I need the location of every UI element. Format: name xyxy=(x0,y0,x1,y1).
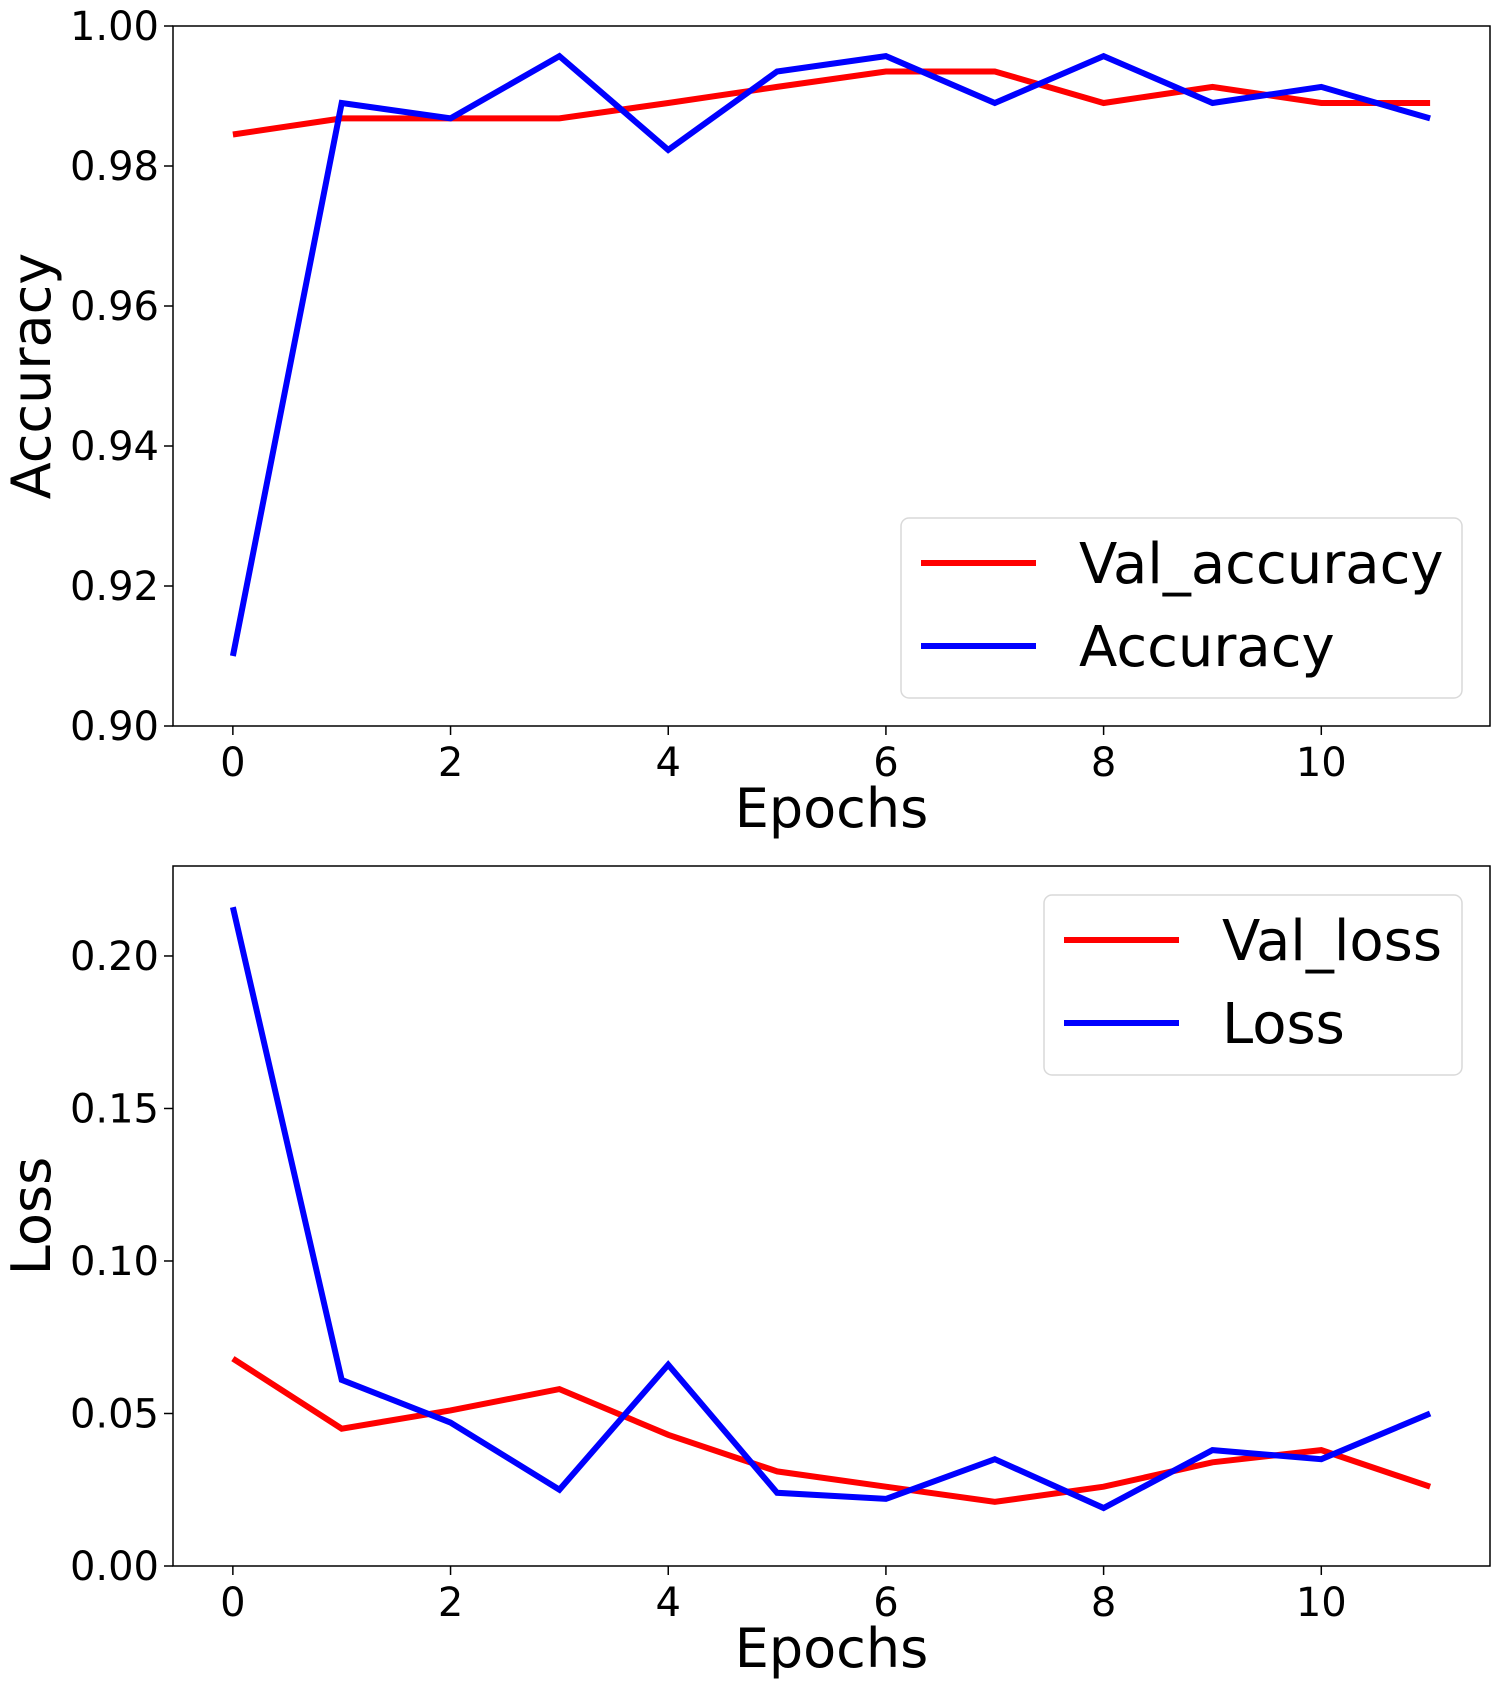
loss-chart: 0 2 4 6 8 10 0.00 0.05 0.10 0.15 0.20 Epochs Loss Val… xyxy=(0,865,1491,1680)
accuracy-x-tick-label: 2 xyxy=(438,740,463,786)
loss-axes-frame xyxy=(172,865,1491,1567)
accuracy-legend-label: Val_accuracy xyxy=(1079,532,1444,597)
loss-y-tick-label: 0.05 xyxy=(70,1391,159,1437)
accuracy-series-line-accuracy xyxy=(229,52,1431,657)
loss-x-tick-label: 6 xyxy=(873,1580,898,1626)
accuracy-chart: 0 2 4 6 8 10 0.90 0.92 0.94 0.96 0.98 1.00 Epochs Acc… xyxy=(0,4,1491,840)
accuracy-y-tick-label: 0.94 xyxy=(70,424,159,470)
loss-y-tick-label: 0.20 xyxy=(70,934,159,980)
accuracy-y-tick-label: 0.92 xyxy=(70,564,159,610)
accuracy-legend xyxy=(900,517,1463,699)
accuracy-legend-label: Accuracy xyxy=(1079,615,1335,680)
accuracy-y-tick-label: 0.96 xyxy=(70,284,159,330)
loss-legend-label: Val_loss xyxy=(1222,909,1442,974)
loss-y-tick-label: 0.00 xyxy=(70,1544,159,1590)
loss-legend-label: Loss xyxy=(1222,992,1345,1057)
accuracy-x-tick-label: 0 xyxy=(220,740,245,786)
accuracy-y-tick-label: 0.90 xyxy=(70,704,159,750)
loss-x-tick-label: 8 xyxy=(1091,1580,1116,1626)
loss-x-axis-label: Epochs xyxy=(735,1617,928,1680)
loss-y-tick-label: 0.10 xyxy=(70,1239,159,1285)
loss-y-axis-label: Loss xyxy=(0,1157,63,1275)
accuracy-y-tick-label: 1.00 xyxy=(70,4,159,50)
loss-series-line-loss xyxy=(229,906,1432,1512)
accuracy-axes-frame xyxy=(172,25,1491,727)
accuracy-x-tick-label: 6 xyxy=(873,740,898,786)
accuracy-x-tick-label: 8 xyxy=(1091,740,1116,786)
loss-x-tick-label: 0 xyxy=(220,1580,245,1626)
loss-x-tick-label: 2 xyxy=(438,1580,463,1626)
accuracy-y-axis-label: Accuracy xyxy=(0,253,63,500)
loss-x-tick-label: 10 xyxy=(1296,1580,1347,1626)
loss-x-tick-label: 4 xyxy=(656,1580,681,1626)
loss-y-tick-label: 0.15 xyxy=(70,1086,159,1132)
accuracy-y-tick-label: 0.98 xyxy=(70,144,159,190)
accuracy-x-axis-label: Epochs xyxy=(735,777,928,840)
accuracy-x-tick-label: 10 xyxy=(1296,740,1347,786)
accuracy-x-tick-label: 4 xyxy=(656,740,681,786)
